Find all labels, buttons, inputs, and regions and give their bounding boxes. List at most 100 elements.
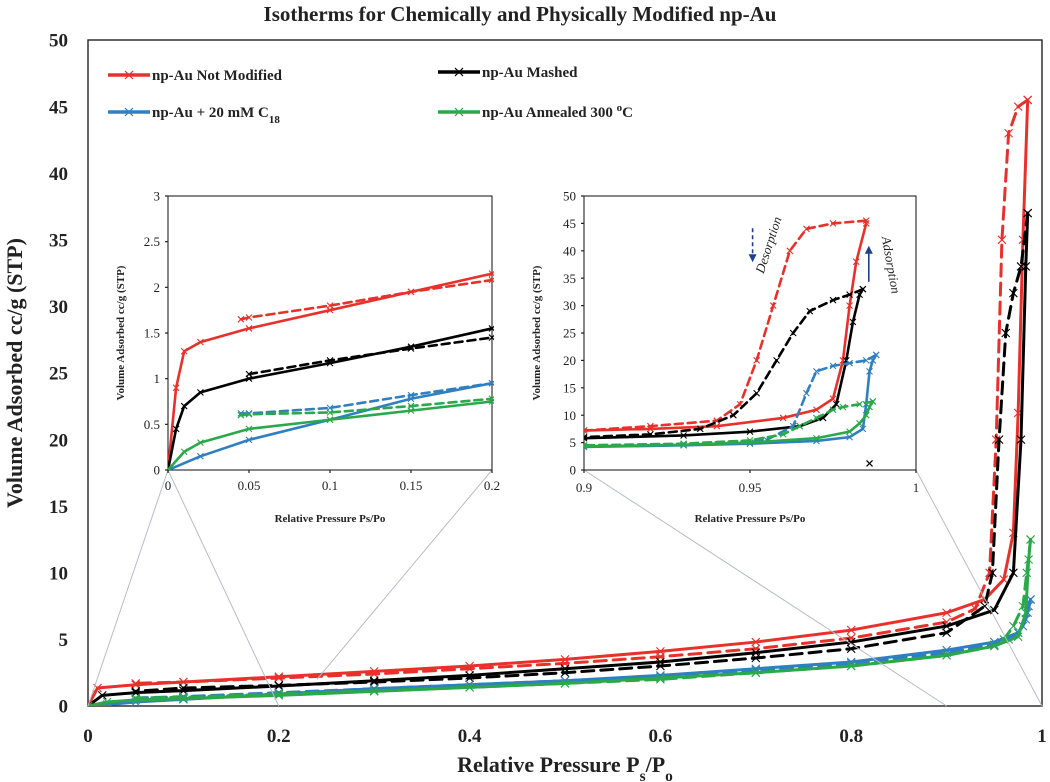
np-au-annealed-300-oc-adsorption-marker [846, 428, 853, 436]
np-au-mashed-adsorption-marker [746, 428, 754, 436]
np-au-not-modified-desorption-marker [997, 235, 1007, 245]
np-au-20-mm-c18-adsorption-line [168, 381, 494, 470]
adsorption-arrow-head [864, 245, 873, 254]
np-au-annealed-300-oc-desorption-marker [779, 430, 787, 438]
np-au-annealed-300-oc-adsorption-marker [465, 682, 474, 692]
np-au-annealed-300-oc-adsorption-marker [751, 668, 761, 678]
main-ytick-label: 10 [49, 563, 68, 584]
np-au-mashed-adsorption-marker [172, 425, 180, 433]
inset_low-ytick-label: 0.5 [144, 417, 160, 432]
np-au-not-modified-adsorption-marker [647, 425, 654, 433]
np-au-not-modified-adsorption-marker [245, 325, 253, 332]
np-au-20-mm-c18-desorption-line [584, 353, 878, 448]
np-au-annealed-300-oc-desorption-line [239, 397, 494, 417]
np-au-mashed-adsorption-marker [1016, 435, 1026, 444]
np-au-not-modified-adsorption-marker [846, 302, 853, 309]
np-au-mashed-adsorption-marker [751, 648, 761, 658]
inset_high-ytick-label: 20 [563, 353, 576, 368]
np-au-annealed-300-oc-adsorption-marker [1021, 608, 1031, 618]
np-au-mashed-desorption-marker [753, 389, 761, 397]
np-au-mashed-adsorption-marker [180, 402, 188, 410]
np-au-annealed-300-oc-desorption-marker [813, 414, 820, 422]
np-au-not-modified-adsorption-marker [560, 654, 570, 664]
inset_high-xtick-label: 1 [913, 480, 920, 495]
np-au-mashed-adsorption-marker [1008, 568, 1018, 578]
np-au-annealed-300-oc-adsorption-marker [1013, 632, 1023, 642]
np-au-mashed-desorption-marker [773, 357, 780, 364]
inset_high-x-axis-label: Relative Pressure Ps/Po [695, 513, 806, 525]
inset_high-ytick-label: 35 [563, 271, 576, 286]
zoom-guide-lines [87, 469, 1043, 707]
main-xtick-label: 0.8 [839, 726, 863, 747]
np-au-annealed-300-oc-adsorption-marker [856, 420, 863, 427]
np-au-not-modified-desorption-marker [862, 217, 870, 225]
outlier-marker [866, 459, 873, 467]
inset_high-ytick-label: 15 [563, 380, 576, 395]
np-au-annealed-300-oc-adsorption-marker [180, 448, 188, 456]
inset_low-ytick-label: 1.5 [144, 326, 160, 341]
np-au-not-modified-adsorption-marker [1023, 95, 1033, 105]
np-au-mashed-adsorption-marker [488, 325, 494, 332]
np-au-annealed-300-oc-desorption-marker [245, 410, 253, 418]
np-au-annealed-300-oc-desorption-line [584, 400, 875, 447]
inset_low-x-axis-label: Relative Pressure Ps/Po [275, 513, 386, 525]
np-au-not-modified-adsorption-marker [197, 338, 204, 346]
inset_low-y-axis-label: Volume Adsorbed cc/g (STP) [115, 265, 127, 400]
main-x-axis-label: Relative Pressure Ps/Po [457, 752, 673, 782]
inset_low-xtick-label: 0.2 [484, 478, 500, 493]
np-au-mashed-desorption-marker [806, 307, 814, 315]
main-xtick-label: 0.6 [649, 726, 673, 747]
main-xtick-label: 1 [1037, 726, 1047, 747]
np-au-mashed-desorption-marker [1008, 288, 1018, 298]
np-au-annealed-300-oc-adsorption-marker [862, 411, 870, 419]
np-au-not-modified-desorption-marker [769, 302, 777, 309]
np-au-mashed-adsorption-marker [656, 657, 665, 667]
np-au-not-modified-desorption-line [584, 219, 868, 432]
inset_low-xtick-label: 0.05 [238, 478, 261, 493]
legend: np-Au Not Modified np-Au Mashed np-Au + 20… [108, 65, 633, 126]
np-au-annealed-300-oc-adsorption-marker [1024, 555, 1034, 564]
np-au-20-mm-c18-adsorption-marker [846, 433, 853, 441]
main-ytick-label: 5 [59, 630, 69, 651]
inset_low-xtick-label: 0.15 [400, 478, 423, 493]
inset-low-pressure-plot: 0 0.05 0.1 0.15 0.2 0 0.5 1 1.5 2 2.5 3 Relative Pre… [115, 189, 500, 525]
inset_high-ytick-label: 50 [563, 189, 576, 204]
np-au-annealed-300-oc-desorption-marker [326, 409, 334, 416]
np-au-annealed-300-oc-adsorption-marker [245, 425, 253, 433]
inset_high-ytick-label: 10 [563, 408, 576, 423]
np-au-annealed-300-oc-adsorption-marker [989, 641, 999, 651]
np-au-mashed-adsorption-marker [859, 285, 867, 293]
main-y-axis-label: Volume Adsorbed cc/g (STP) [2, 238, 27, 508]
np-au-annealed-300-oc-adsorption-marker [560, 678, 570, 688]
np-au-mashed-desorption-marker [696, 425, 704, 433]
inset_low-ytick-label: 2 [154, 280, 161, 295]
np-au-annealed-300-oc-adsorption-marker [846, 661, 856, 671]
main-ytick-label: 35 [49, 230, 68, 251]
np-au-mashed-adsorption-marker [369, 676, 379, 686]
inset_low-xtick-label: 0.1 [322, 478, 338, 493]
np-au-not-modified-adsorption-marker [584, 427, 588, 434]
main-ytick-label: 25 [49, 364, 68, 385]
inset_high-ytick-label: 5 [570, 435, 577, 450]
np-au-annealed-300-oc-adsorption-marker [680, 441, 687, 449]
np-au-not-modified-adsorption-marker [274, 672, 284, 682]
zoom-line-low-mid [167, 469, 280, 707]
main-ytick-label: 0 [59, 697, 69, 718]
np-au-not-modified-adsorption-marker [852, 258, 860, 266]
np-au-annealed-300-oc-adsorption-marker [197, 439, 204, 446]
np-au-not-modified-desorption-marker [1004, 128, 1013, 138]
inset_low-ytick-label: 1 [154, 371, 161, 386]
np-au-annealed-300-oc-adsorption-marker [326, 416, 334, 424]
np-au-mashed-legend-marker [454, 67, 464, 77]
np-au-20-mm-c18-adsorption-marker [872, 351, 880, 359]
np-au-annealed-300-oc-adsorption-marker [584, 443, 588, 450]
np-au-mashed-adsorption-marker [465, 670, 474, 680]
np-au-not-modified-adsorption-marker [407, 288, 415, 296]
main-ytick-label: 45 [49, 97, 68, 118]
np-au-20-mm-c18-legend-label: np-Au + 20 mM C18 [152, 105, 280, 126]
np-au-not-modified-desorption-marker [829, 220, 837, 227]
np-au-20-mm-c18-adsorption-marker [245, 436, 253, 444]
np-au-not-modified-desorption-marker [488, 276, 494, 284]
